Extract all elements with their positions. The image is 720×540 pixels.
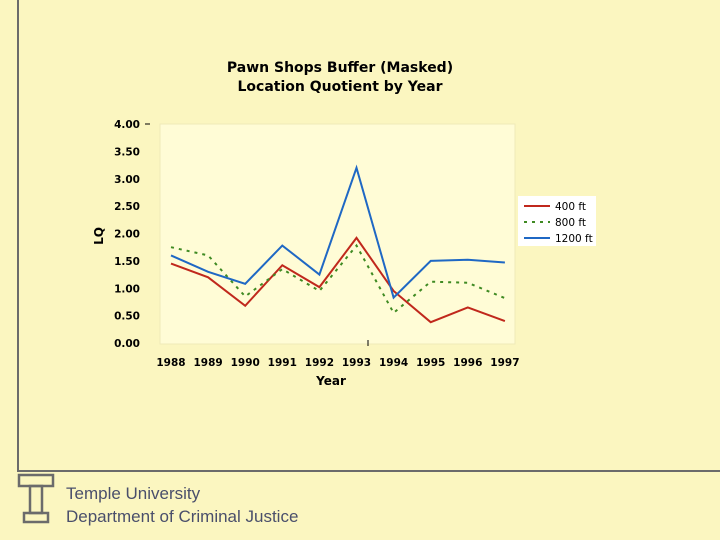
y-tick-label: 2.50 bbox=[114, 201, 140, 213]
y-tick-label: 1.00 bbox=[114, 283, 140, 295]
chart-subtitle: Location Quotient by Year bbox=[238, 79, 443, 95]
x-tick-label: 1996 bbox=[453, 357, 482, 369]
x-tick-label: 1993 bbox=[342, 357, 371, 369]
series-line-1200-ft bbox=[170, 164, 505, 300]
legend-label: 1200 ft bbox=[555, 233, 593, 245]
y-axis-label: LQ bbox=[92, 227, 106, 245]
frame-bottom-rule bbox=[17, 470, 720, 472]
y-tick-label: 0.00 bbox=[114, 338, 140, 350]
y-tick-label: 0.50 bbox=[114, 311, 140, 323]
x-axis-label: Year bbox=[315, 374, 346, 388]
y-tick-label: 3.50 bbox=[114, 146, 140, 158]
frame-left-rule bbox=[17, 0, 19, 472]
x-tick-label: 1997 bbox=[490, 357, 519, 369]
x-tick-label: 1988 bbox=[156, 357, 185, 369]
plot-area bbox=[159, 123, 516, 345]
legend: 400 ft 800 ft 1200 ft bbox=[524, 201, 593, 245]
temple-t-logo-icon bbox=[17, 473, 55, 524]
chart-title: Pawn Shops Buffer (Masked) bbox=[227, 60, 453, 76]
legend-label: 400 ft bbox=[555, 201, 586, 213]
x-tick-label: 1991 bbox=[268, 357, 297, 369]
series-line-800-ft bbox=[170, 243, 506, 315]
x-tick-label: 1992 bbox=[305, 357, 334, 369]
x-tick-label: 1989 bbox=[193, 357, 222, 369]
y-tick-label: 1.50 bbox=[114, 256, 140, 268]
x-tick-label: 1990 bbox=[231, 357, 260, 369]
y-tick-label: 2.00 bbox=[114, 229, 140, 241]
x-tick-label: 1994 bbox=[379, 357, 408, 369]
footer-department: Department of Criminal Justice bbox=[66, 507, 299, 526]
y-tick-label: 4.00 bbox=[114, 119, 140, 131]
footer-university: Temple University bbox=[66, 484, 201, 503]
series-line-400-ft bbox=[170, 236, 506, 324]
legend-label: 800 ft bbox=[555, 217, 586, 229]
y-tick-label: 3.00 bbox=[114, 174, 140, 186]
x-tick-label: 1995 bbox=[416, 357, 445, 369]
